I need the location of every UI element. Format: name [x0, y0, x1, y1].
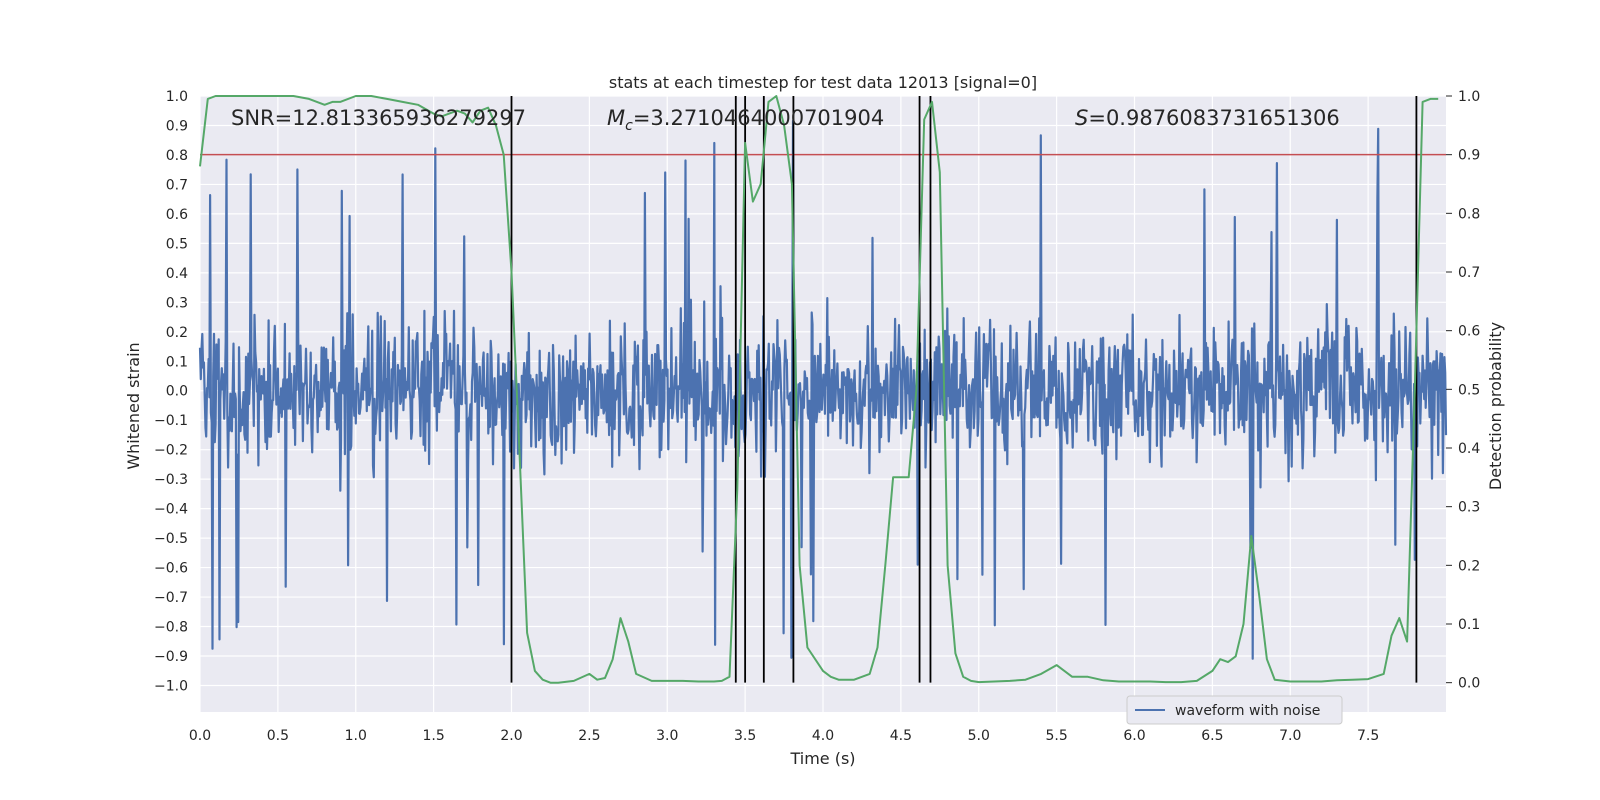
annotation-mc-sub: c	[625, 118, 633, 134]
y-tick-label: 1.0	[166, 89, 188, 105]
y-tick-label: −0.7	[154, 590, 188, 606]
y-tick-label: −0.4	[154, 502, 188, 518]
x-tick-label: 2.0	[500, 728, 522, 744]
x-tick-label: 5.0	[968, 728, 990, 744]
y2-ticks: 1.0 0.9 0.8 0.7 0.6 0.5 0.4 0.3 0.2 0.1 0.0	[1446, 89, 1480, 692]
y-tick-label: 0.3	[166, 295, 188, 311]
chart-title: stats at each timestep for test data 120…	[609, 73, 1037, 92]
noise-series	[198, 119, 1448, 660]
x-tick-label: 5.5	[1045, 728, 1067, 744]
x-axis-label: Time (s)	[789, 749, 855, 768]
y-tick-label: 0.8	[166, 148, 188, 164]
y-tick-label: −0.8	[154, 620, 188, 636]
x-tick-label: 4.5	[890, 728, 912, 744]
y2-tick-label: 0.0	[1458, 676, 1480, 692]
y-tick-label: −0.1	[154, 413, 188, 429]
overlays	[199, 95, 1446, 684]
y-axis-label: Whitened strain	[124, 342, 143, 469]
y2-axis-label: Detection probability	[1486, 322, 1505, 490]
annotation-s-symbol: S	[1075, 106, 1088, 130]
y2-tick-label: 1.0	[1458, 89, 1480, 105]
y2-tick-label: 0.2	[1458, 558, 1480, 574]
x-tick-label: 7.5	[1357, 728, 1379, 744]
x-tick-label: 6.5	[1201, 728, 1223, 744]
y-ticks: 1.0 0.9 0.8 0.7 0.6 0.5 0.4 0.3 0.2 0.1 0.0 −0.1 −0.…	[154, 89, 188, 694]
annotation-mc: Mc=3.2710464000701904	[607, 106, 884, 134]
y-tick-label: −0.2	[154, 443, 188, 459]
y-tick-label: 0.0	[166, 384, 188, 400]
y-tick-label: 0.4	[166, 266, 188, 282]
annotation-snr: SNR=12.813365936279297	[231, 106, 526, 130]
x-tick-label: 3.5	[734, 728, 756, 744]
y2-tick-label: 0.4	[1458, 441, 1480, 457]
legend-label: waveform with noise	[1175, 703, 1320, 719]
y-tick-label: 0.6	[166, 207, 188, 223]
y2-tick-label: 0.8	[1458, 206, 1480, 222]
y-tick-label: −0.6	[154, 561, 188, 577]
x-ticks: 0.0 0.5 1.0 1.5 2.0 2.5 3.0 3.5 4.0 4.5 5.0 5.5 6.0 6…	[189, 728, 1379, 744]
x-tick-label: 3.0	[656, 728, 678, 744]
x-tick-label: 0.5	[267, 728, 289, 744]
annotation-mc-symbol: M	[607, 106, 625, 130]
annotation-s-value: =0.9876083731651306	[1088, 106, 1339, 130]
legend-box	[1126, 695, 1343, 725]
probability-line	[199, 95, 1439, 684]
annotation-mc-value: =3.2710464000701904	[633, 106, 884, 130]
y-tick-label: 0.9	[166, 118, 188, 134]
y-tick-label: 0.1	[166, 354, 188, 370]
y-tick-label: −1.0	[154, 678, 188, 694]
y-tick-label: 0.7	[166, 177, 188, 193]
y2-tick-label: 0.7	[1458, 265, 1480, 281]
annotation-s: S=0.9876083731651306	[1075, 106, 1340, 130]
y2-tick-label: 0.5	[1458, 382, 1480, 398]
x-tick-label: 6.0	[1123, 728, 1145, 744]
x-tick-label: 1.0	[345, 728, 367, 744]
y-tick-label: −0.3	[154, 472, 188, 488]
annotations: SNR=12.813365936279297 Mc=3.271046400070…	[231, 106, 1340, 134]
x-tick-label: 2.5	[578, 728, 600, 744]
x-tick-label: 4.0	[812, 728, 834, 744]
y2-tick-label: 0.6	[1458, 324, 1480, 340]
y-tick-label: −0.9	[154, 649, 188, 665]
x-tick-label: 0.0	[189, 728, 211, 744]
y-tick-label: 0.5	[166, 236, 188, 252]
y2-tick-label: 0.1	[1458, 617, 1480, 633]
y2-tick-label: 0.9	[1458, 148, 1480, 164]
noise-line	[198, 119, 1448, 660]
legend: waveform with noise	[1126, 695, 1343, 725]
x-tick-label: 7.0	[1279, 728, 1301, 744]
y-tick-label: 0.2	[166, 325, 188, 341]
y2-tick-label: 0.3	[1458, 500, 1480, 516]
y-tick-label: −0.5	[154, 531, 188, 547]
x-tick-label: 1.5	[422, 728, 444, 744]
